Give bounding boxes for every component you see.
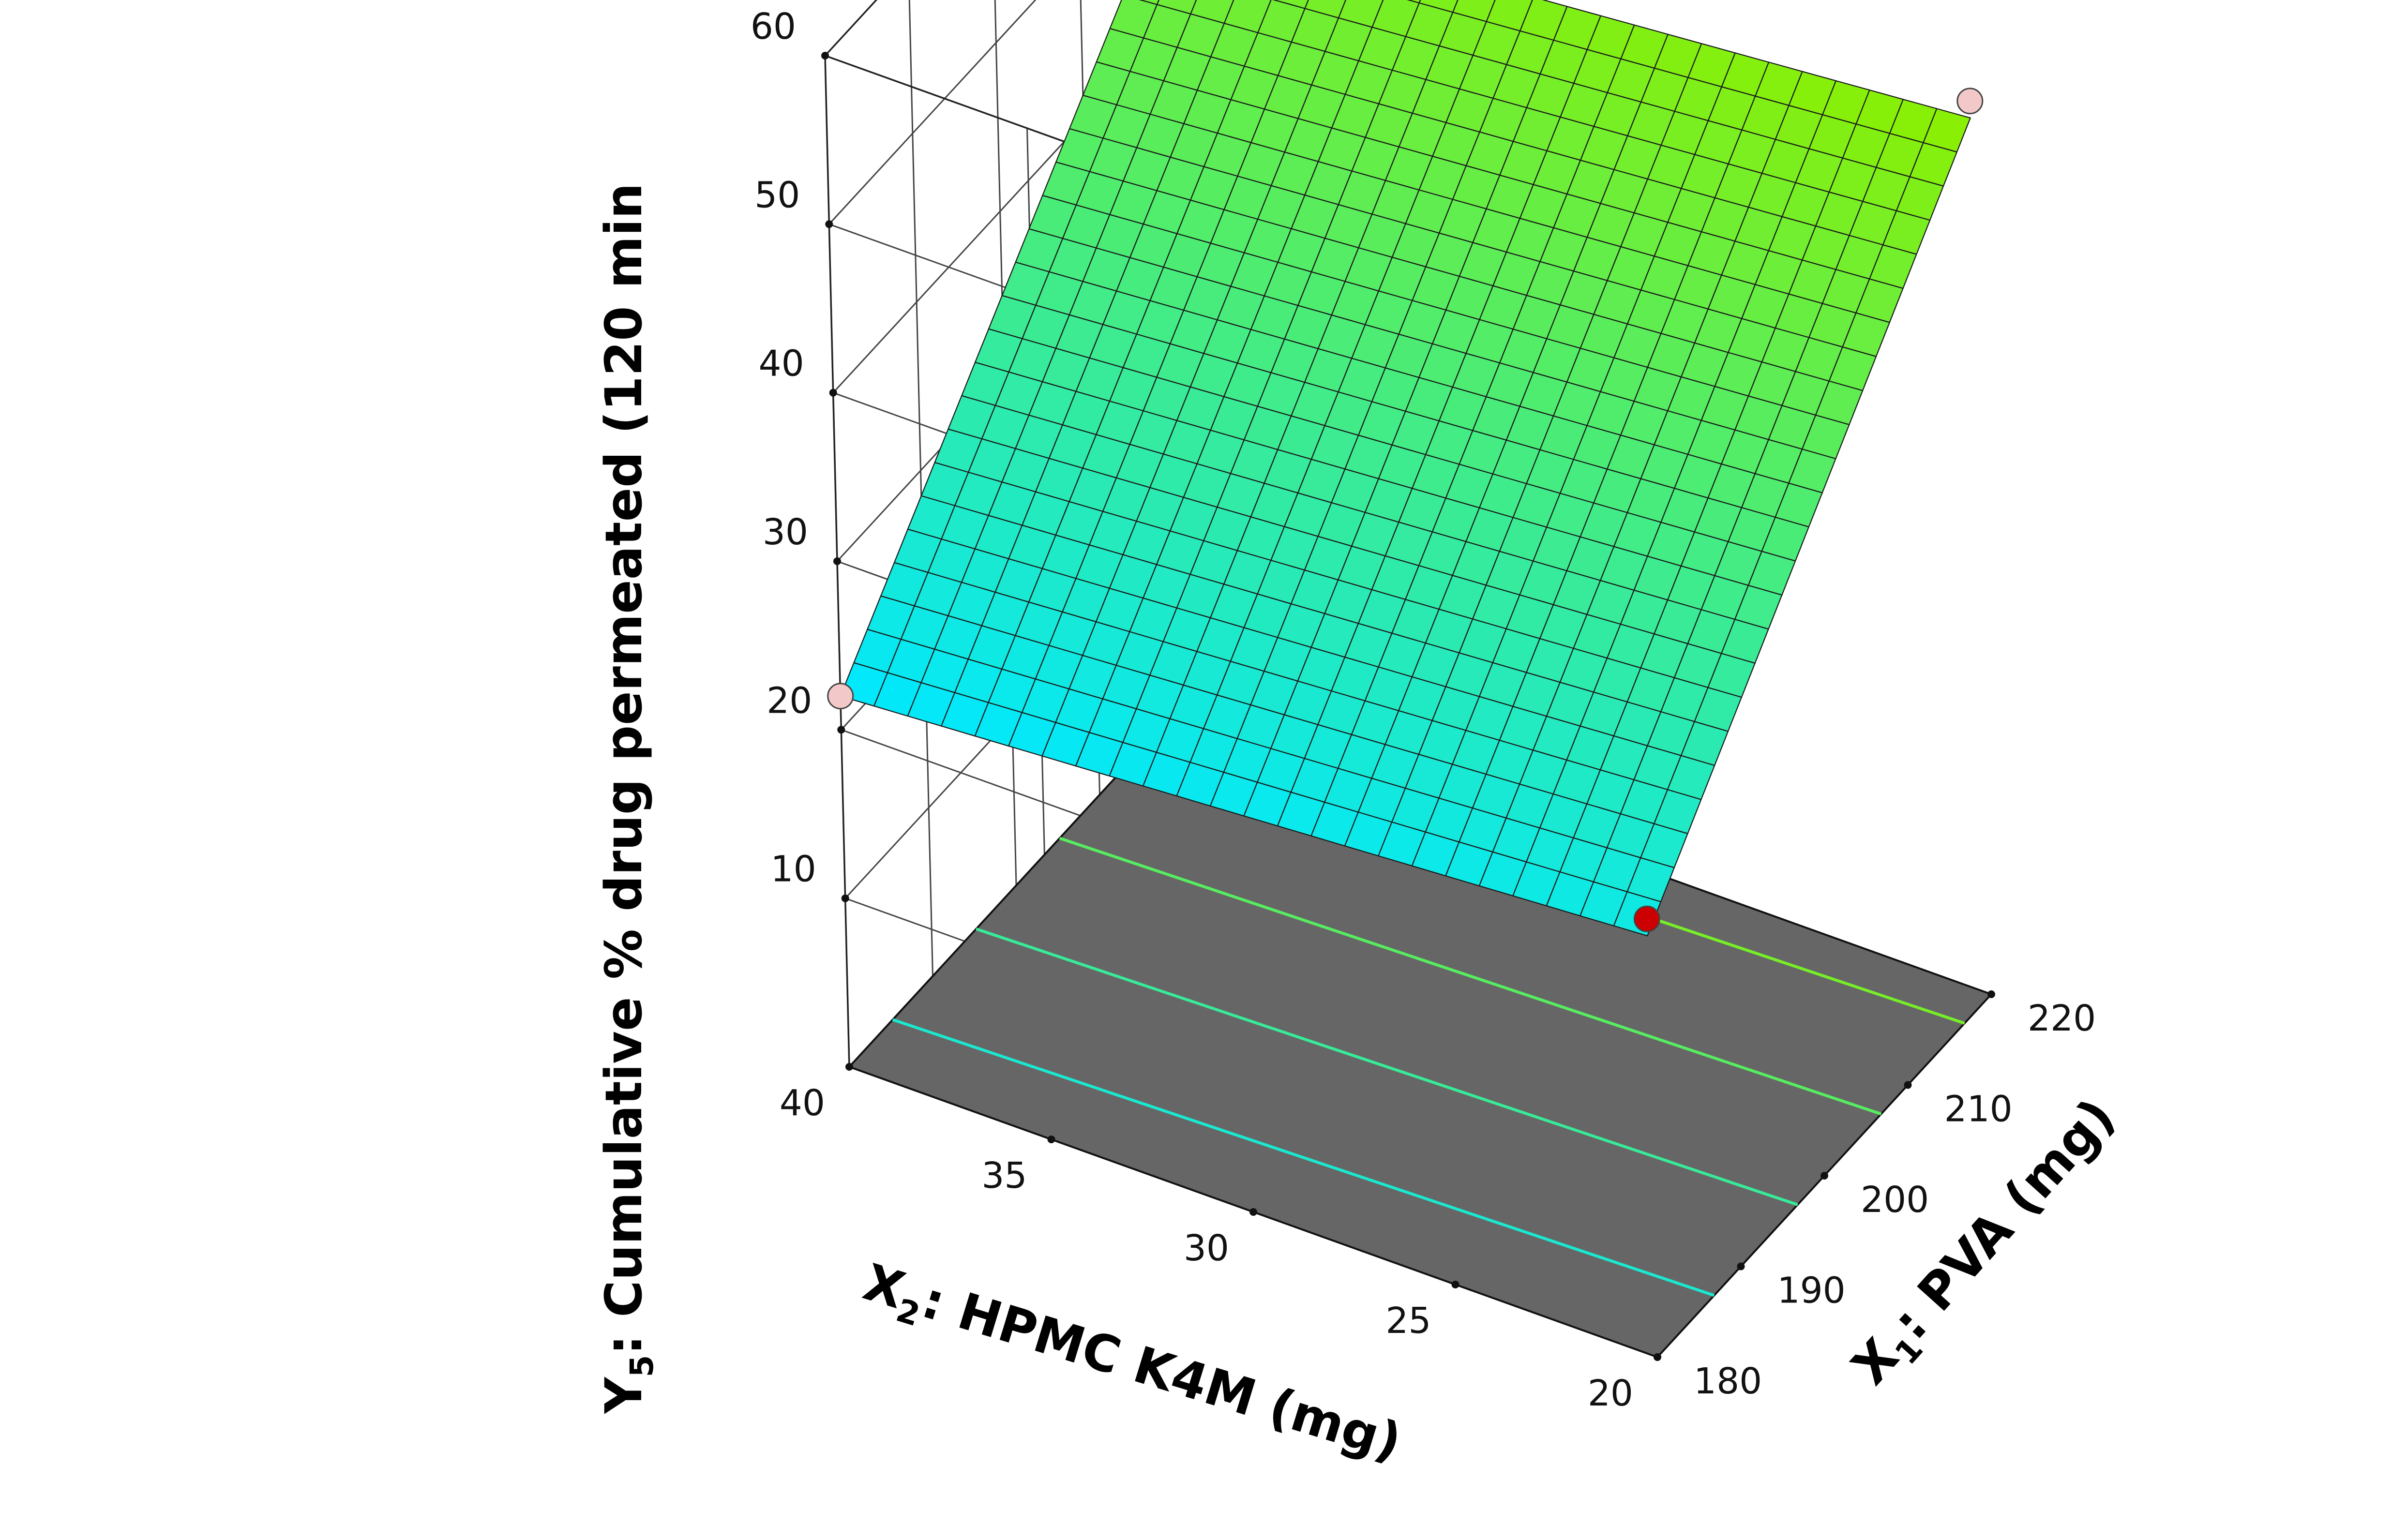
y-tick-label: 40 (759, 343, 804, 385)
x2-tick-mark (1249, 1208, 1257, 1216)
surface-cell (1272, 0, 1309, 9)
x2-tick-mark (1451, 1281, 1459, 1288)
y-tick-mark (821, 52, 829, 60)
x1-tick-label: 190 (1777, 1270, 1846, 1312)
x2-tick-label: 40 (780, 1082, 825, 1124)
surface-cell (1338, 0, 1384, 28)
x1-tick-label: 220 (2028, 998, 2096, 1039)
surface-cell (1139, 0, 1159, 5)
x2-axis-title: X2: HPMC K4M (mg) (855, 1253, 1408, 1479)
design-point (1633, 905, 1660, 932)
x2-tick-label: 20 (1588, 1373, 1633, 1414)
floor-contour-line (1059, 837, 1882, 1116)
y-tick-mark (833, 557, 841, 565)
x1-tick-label: 210 (1944, 1089, 2013, 1130)
x1-tick-mark (1737, 1262, 1745, 1271)
x1-tick-mark (1987, 990, 1995, 998)
x2-tick-mark (845, 1063, 853, 1071)
floor-contour-line (976, 927, 1798, 1206)
surface-cell (1406, 0, 1421, 4)
surface-cell (1304, 0, 1346, 19)
x2-tick-label: 30 (1184, 1227, 1229, 1269)
y-tick-mark (829, 389, 837, 397)
tick-labels: 10 20 30 40 50 60 20 25 30 35 40 180 190 200 210 220 (751, 6, 2096, 1414)
y-tick-mark (825, 220, 833, 228)
x1-tick-mark (1654, 1353, 1661, 1361)
surface-cell (1223, 0, 1272, 33)
x2-tick-mark (1047, 1136, 1055, 1143)
x1-tick-label: 200 (1861, 1179, 1929, 1221)
x1-axis-title: X1: PVA (mg) (1840, 1087, 2132, 1401)
surface-cell (1418, 0, 1459, 13)
x1-tick-label: 180 (1694, 1361, 1762, 1402)
y-tick-label: 20 (767, 680, 812, 721)
design-points (827, 88, 1984, 932)
gridline-back-wall-x1 (908, 0, 933, 976)
y-tick-label: 60 (751, 6, 796, 47)
floor-contour-line (892, 1018, 1715, 1297)
surface-cell (1371, 0, 1420, 37)
surface-cell (1486, 0, 1533, 31)
surface-cell (1257, 0, 1306, 43)
surface-cell (1190, 0, 1234, 24)
response-surface (840, 0, 1971, 937)
design-point (827, 683, 854, 710)
surface-cell (1156, 0, 1197, 15)
x1-tick-mark (1820, 1172, 1828, 1180)
y-tick-mark (837, 726, 845, 734)
x2-tick-label: 25 (1385, 1300, 1431, 1342)
y-tick-label: 30 (763, 511, 808, 553)
design-point (1956, 88, 1984, 115)
surface-cell (1519, 0, 1568, 41)
y-tick-mark (841, 894, 849, 902)
y-axis-title: Y5: Cumulative % drug permeated (120 min (594, 183, 661, 1415)
surface-cell (1109, 0, 1158, 39)
y-tick-label: 50 (754, 174, 800, 216)
surface-cell (1452, 0, 1496, 22)
x2-tick-label: 35 (981, 1155, 1027, 1196)
x1-tick-mark (1904, 1081, 1912, 1089)
y-tick-label: 10 (771, 849, 816, 890)
